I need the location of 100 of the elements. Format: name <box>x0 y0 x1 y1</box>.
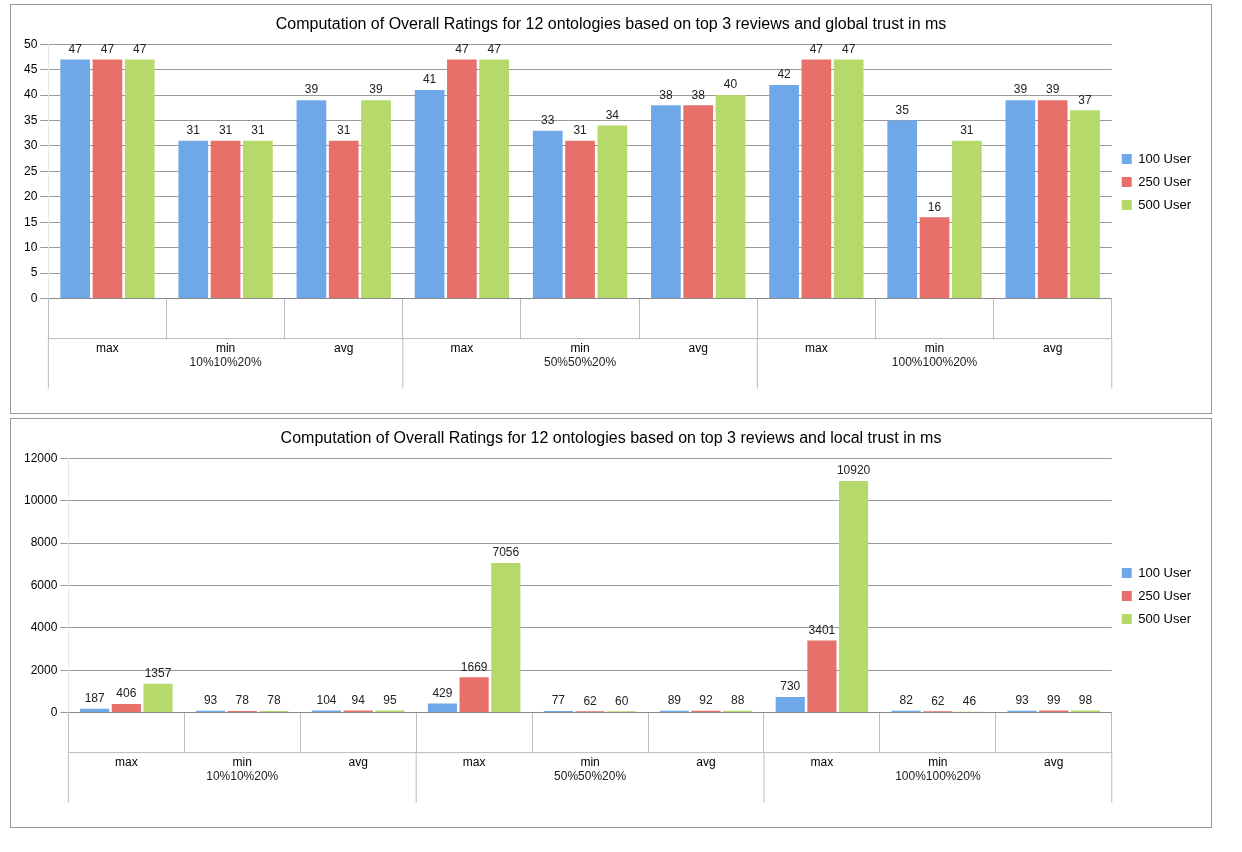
bar <box>1070 110 1100 299</box>
data-label: 41 <box>422 72 437 87</box>
x-tick-label: max <box>810 755 834 770</box>
x-tick-label: max <box>462 755 486 770</box>
legend-label: 500 User <box>1138 610 1192 626</box>
x-tick-label: max <box>96 341 119 356</box>
y-tick-label: 40 <box>23 87 38 102</box>
bar <box>447 59 477 299</box>
bar <box>1005 100 1036 299</box>
data-label: 93 <box>203 692 218 707</box>
chart-title: Computation of Overall Ratings for 12 ontologies based on top 3 reviews and local trust in ms <box>280 429 942 447</box>
bar <box>459 677 489 713</box>
data-label: 92 <box>699 692 713 707</box>
y-tick-label: 20 <box>23 189 38 204</box>
x-tick-label: min <box>928 755 948 770</box>
data-label: 39 <box>304 82 319 97</box>
bar <box>111 703 141 713</box>
bar <box>414 89 445 299</box>
bar <box>178 140 209 299</box>
y-tick-label: 4000 <box>30 620 58 635</box>
bar <box>839 481 869 713</box>
y-tick-label: 0 <box>50 704 58 719</box>
bar <box>60 59 90 299</box>
data-label: 39 <box>369 82 384 97</box>
data-label: 93 <box>1015 692 1030 707</box>
bar <box>92 59 123 299</box>
data-label: 99 <box>1047 692 1061 707</box>
bar <box>427 703 458 713</box>
bar <box>715 95 746 299</box>
text: 100%100%20% <box>895 768 981 783</box>
bar <box>833 59 864 299</box>
text: 10%10%20% <box>189 354 262 369</box>
y-tick-label: 2000 <box>30 662 58 677</box>
data-label: 104 <box>316 692 337 707</box>
data-label: 1669 <box>460 659 488 674</box>
data-label: 16 <box>927 199 942 214</box>
data-label: 47 <box>809 41 824 56</box>
text: 100%100%20% <box>891 354 978 369</box>
data-label: 34 <box>605 107 620 122</box>
x-tick-label: avg <box>334 341 354 356</box>
bar <box>887 120 918 299</box>
data-label: 31 <box>337 123 351 138</box>
data-label: 406 <box>116 686 137 701</box>
x-tick-label: min <box>924 341 945 356</box>
x-tick-label: avg <box>348 755 368 770</box>
data-label: 42 <box>777 67 792 82</box>
x-tick-label: min <box>580 755 600 770</box>
data-label: 82 <box>899 693 914 708</box>
data-label: 78 <box>267 693 281 708</box>
data-label: 730 <box>780 679 801 694</box>
data-label: 98 <box>1078 692 1093 707</box>
data-label: 31 <box>218 123 233 138</box>
x-tick-label: min <box>570 341 590 356</box>
x-tick-label: min <box>232 755 252 770</box>
legend-label: 100 User <box>1138 150 1192 166</box>
data-label: 39 <box>1045 82 1060 97</box>
x-tick-label: max <box>115 755 138 770</box>
y-tick-label: 10 <box>23 240 38 255</box>
x-tick-label: max <box>805 341 828 356</box>
data-label: 40 <box>723 77 738 92</box>
data-label: 46 <box>962 693 977 708</box>
data-label: 33 <box>541 113 555 128</box>
data-label: 1357 <box>144 666 172 681</box>
text: 50%50%20% <box>544 354 617 369</box>
bar <box>683 105 714 299</box>
data-label: 78 <box>235 693 250 708</box>
data-label: 31 <box>960 123 974 138</box>
bar <box>565 140 595 299</box>
bar <box>1037 100 1068 299</box>
y-tick-label: 5 <box>30 265 38 280</box>
x-tick-label: avg <box>688 341 708 356</box>
bar <box>296 100 327 299</box>
data-label: 35 <box>895 102 910 117</box>
y-tick-label: 8000 <box>30 535 58 550</box>
bar <box>651 105 681 299</box>
data-label: 31 <box>186 123 201 138</box>
data-label: 7056 <box>492 545 520 560</box>
data-label: 47 <box>133 41 147 56</box>
data-label: 39 <box>1013 82 1028 97</box>
x-tick-label: min <box>215 341 236 356</box>
bar <box>532 130 563 299</box>
y-tick-label: 30 <box>23 138 38 153</box>
bar <box>801 59 832 299</box>
data-label: 62 <box>931 693 945 708</box>
data-label: 47 <box>841 41 856 56</box>
data-label: 38 <box>691 87 706 102</box>
legend-label: 500 User <box>1138 196 1192 212</box>
bar <box>210 140 241 299</box>
data-label: 62 <box>583 693 598 708</box>
data-label: 10920 <box>836 463 871 478</box>
y-tick-label: 10000 <box>23 492 58 507</box>
y-tick-label: 35 <box>23 112 38 127</box>
bar <box>479 59 510 299</box>
chart-title: Computation of Overall Ratings for 12 ontologies based on top 3 reviews and global trust in ms <box>275 15 947 33</box>
y-tick-label: 15 <box>23 214 38 229</box>
data-label: 89 <box>667 693 682 708</box>
data-label: 47 <box>68 41 83 56</box>
data-label: 47 <box>100 41 115 56</box>
x-tick-label: avg <box>1044 755 1064 770</box>
data-label: 37 <box>1078 92 1092 107</box>
